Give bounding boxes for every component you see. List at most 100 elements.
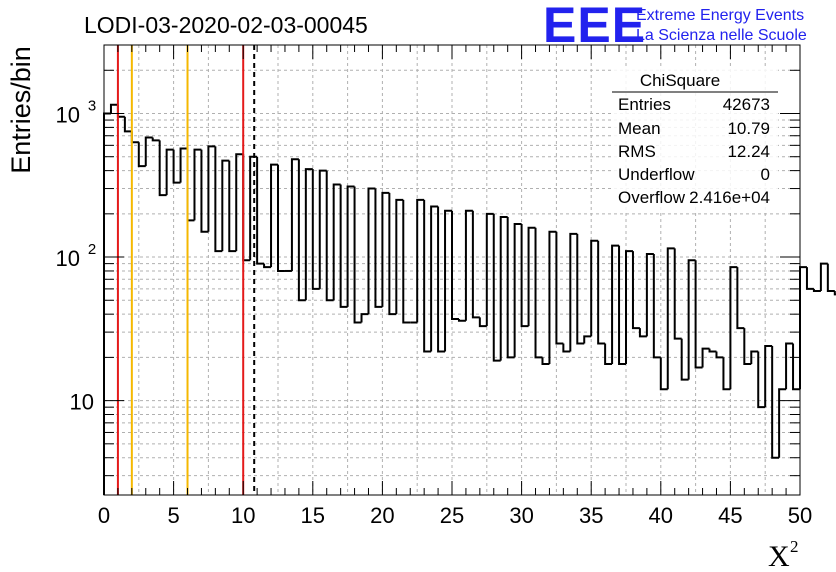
histogram-bin xyxy=(638,328,647,338)
histogram-bin xyxy=(332,183,341,301)
histogram-bin xyxy=(771,346,780,459)
histogram-bin xyxy=(207,145,216,232)
histogram-bin xyxy=(123,116,132,133)
stats-row-entries-label: Entries xyxy=(618,95,671,114)
histogram-bin xyxy=(569,232,578,352)
stats-row-rms-label: RMS xyxy=(618,142,656,161)
histogram-bin xyxy=(687,259,696,380)
histogram-bin xyxy=(464,209,473,321)
histogram-bin xyxy=(576,233,585,345)
histogram-bin xyxy=(471,210,480,319)
x-axis-title-superscript: 2 xyxy=(790,537,799,556)
histogram-bin xyxy=(318,169,327,289)
histogram-bin xyxy=(109,103,118,114)
histogram-bin xyxy=(826,263,835,293)
histogram-bin xyxy=(673,248,682,340)
eee-logo: EEE Extreme Energy Events La Scienza nel… xyxy=(543,0,807,53)
histogram-bin xyxy=(694,260,703,369)
stats-row-underflow-label: Underflow xyxy=(618,165,695,184)
y-tick-label: 10 xyxy=(56,102,80,127)
histogram-bin xyxy=(423,199,432,353)
histogram-bin xyxy=(736,267,745,330)
histogram-bin xyxy=(451,210,459,321)
histogram-bin xyxy=(339,184,348,308)
histogram-bin xyxy=(311,169,320,290)
histogram-bin xyxy=(597,240,606,345)
histogram-bin xyxy=(520,223,529,328)
histogram-bin xyxy=(583,335,592,344)
x-tick-label: 40 xyxy=(649,503,673,528)
histogram-bin xyxy=(819,262,828,292)
histogram-bin xyxy=(346,185,355,307)
logo-line-1: Extreme Energy Events xyxy=(636,7,804,24)
histogram-bin xyxy=(165,148,174,196)
histogram-bin xyxy=(228,160,237,253)
histogram-bin xyxy=(778,388,787,458)
x-tick-label: 50 xyxy=(788,503,812,528)
histogram-bin xyxy=(785,342,794,390)
histogram-bin xyxy=(297,159,306,302)
histogram-bin xyxy=(235,153,244,252)
histogram-bin xyxy=(680,338,689,381)
histogram-bin xyxy=(611,244,620,364)
histogram-bin xyxy=(805,267,814,290)
histogram-bin xyxy=(221,159,230,252)
y-tick-label: 10 xyxy=(70,390,94,415)
x-axis-title: X 2 xyxy=(768,537,799,572)
histogram-bin xyxy=(625,250,633,364)
histogram-bin xyxy=(478,317,487,328)
histogram-bin xyxy=(416,198,425,323)
x-tick-label: 5 xyxy=(167,503,179,528)
histogram-bin xyxy=(395,198,404,315)
histogram-bin xyxy=(729,266,738,390)
logo-mark: EEE xyxy=(543,0,646,53)
histogram-bin xyxy=(645,253,654,337)
stats-row-mean-value: 10.79 xyxy=(727,119,770,138)
histogram-bin xyxy=(374,188,383,308)
histogram-bin xyxy=(652,254,661,359)
histogram-bin xyxy=(722,357,731,391)
histogram-bin xyxy=(548,230,557,364)
histogram-bin xyxy=(200,149,209,233)
stats-row-overflow-label: Overflow xyxy=(618,188,686,207)
histogram-bin xyxy=(270,163,278,268)
histogram-bin xyxy=(277,164,285,272)
histogram-bin xyxy=(130,131,139,144)
y-axis-title: Entries/bin xyxy=(6,46,36,174)
histogram-bin xyxy=(799,266,807,390)
histogram-bin xyxy=(137,142,146,168)
reference-lines xyxy=(116,45,256,495)
histogram-bin xyxy=(360,313,369,323)
histogram-bin xyxy=(485,212,494,327)
histogram-bin xyxy=(263,263,272,269)
histogram-bin xyxy=(715,351,724,359)
y-tick-label-exponent: 3 xyxy=(88,97,96,114)
histogram-bin xyxy=(430,205,439,352)
stats-row-overflow-value: 2.416e+04 xyxy=(689,188,770,207)
histogram-bin xyxy=(750,350,759,364)
plot-title: LODI-03-2020-02-03-00045 xyxy=(84,12,368,38)
histogram-bin xyxy=(179,147,188,183)
histogram-bin xyxy=(541,357,550,365)
x-tick-label: 10 xyxy=(231,503,255,528)
axis-ticks: 0 5 10 15 20 25 30 35 40 45 50 10 10 2 10 3 xyxy=(56,44,812,528)
histogram-bin xyxy=(666,247,675,390)
histogram-bin xyxy=(499,216,508,361)
histogram-bin xyxy=(527,226,536,327)
histogram-bin xyxy=(304,168,313,301)
histogram-bin xyxy=(492,213,501,362)
stats-row-mean-label: Mean xyxy=(618,119,661,138)
histogram-bin xyxy=(618,245,626,365)
histogram-bin xyxy=(757,351,766,409)
x-tick-label: 35 xyxy=(579,503,603,528)
y-tick-label-exponent: 2 xyxy=(88,241,96,258)
histogram-bin xyxy=(256,156,265,265)
logo-line-2: La Scienza nelle Scuole xyxy=(636,27,807,44)
histogram-bin xyxy=(631,251,640,330)
x-tick-label: 0 xyxy=(98,503,110,528)
histogram-bin xyxy=(172,149,181,184)
histogram-bin xyxy=(457,319,466,322)
y-tick-label: 10 xyxy=(56,246,80,271)
stats-title: ChiSquare xyxy=(640,71,720,90)
